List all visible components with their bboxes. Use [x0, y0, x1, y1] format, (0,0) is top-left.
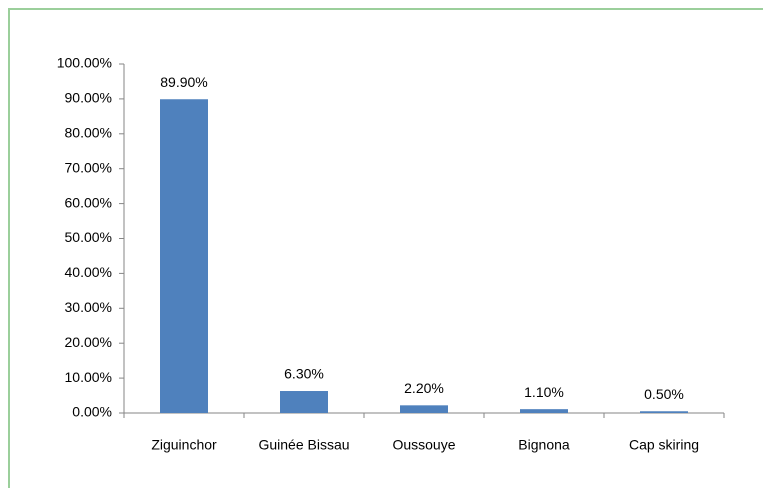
bar — [280, 391, 328, 413]
y-tick-label: 30.00% — [65, 299, 112, 315]
value-label: 89.90% — [160, 74, 207, 90]
x-tick-label: Oussouye — [392, 437, 455, 453]
bar — [640, 411, 688, 413]
y-tick-label: 40.00% — [65, 264, 112, 280]
value-label: 0.50% — [644, 386, 684, 402]
x-tick-label: Ziguinchor — [151, 437, 217, 453]
value-label: 2.20% — [404, 380, 444, 396]
y-tick-label: 80.00% — [65, 125, 112, 141]
value-label: 1.10% — [524, 384, 564, 400]
x-tick-label: Cap skiring — [629, 437, 699, 453]
x-tick-label: Bignona — [518, 437, 570, 453]
y-tick-label: 50.00% — [65, 229, 112, 245]
y-tick-label: 90.00% — [65, 90, 112, 106]
bar — [160, 99, 208, 414]
y-tick-label: 20.00% — [65, 334, 112, 350]
bar — [520, 409, 568, 413]
value-label: 6.30% — [284, 366, 324, 382]
chart-border — [8, 8, 763, 488]
y-tick-label: 60.00% — [65, 194, 112, 210]
y-tick-label: 70.00% — [65, 159, 112, 175]
y-tick-label: 0.00% — [72, 404, 112, 420]
y-tick-label: 100.00% — [57, 55, 112, 71]
x-tick-label: Guinée Bissau — [258, 437, 349, 453]
y-tick-label: 10.00% — [65, 369, 112, 385]
bar — [400, 405, 448, 413]
